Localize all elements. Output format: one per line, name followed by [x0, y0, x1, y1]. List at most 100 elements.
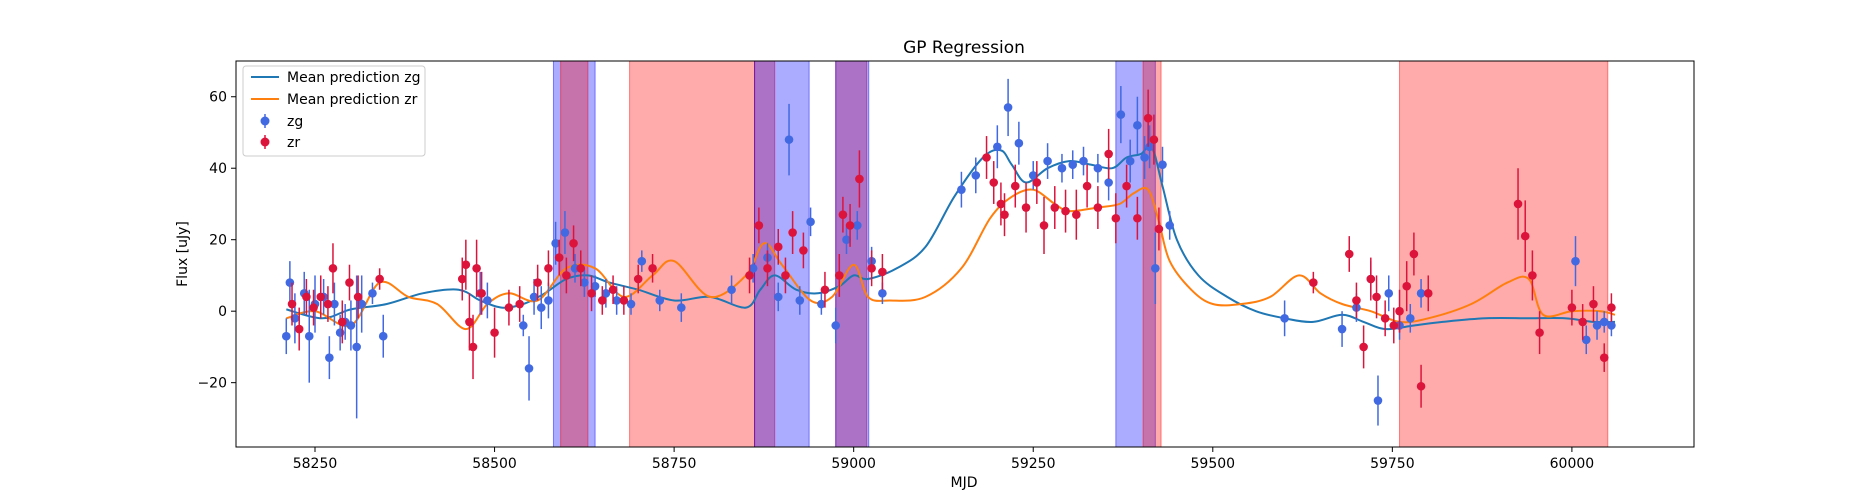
data-point-zg	[378, 331, 388, 341]
data-point-zr	[1309, 278, 1318, 287]
data-point-zg	[795, 296, 805, 305]
x-tick-label: 58250	[293, 456, 338, 472]
legend-item-zg-points: zg	[260, 114, 303, 130]
data-point-zg	[601, 289, 611, 298]
data-point-zg	[971, 171, 981, 180]
data-point-zr	[754, 221, 764, 230]
data-point-zg	[304, 331, 314, 341]
data-point-zg	[1280, 314, 1289, 323]
data-point-zg	[806, 217, 815, 227]
legend-item-zr-line: Mean prediction zr	[251, 92, 418, 108]
data-point-zg	[346, 321, 356, 330]
shaded-region-zr	[1399, 61, 1609, 447]
data-point-zr	[1599, 353, 1609, 362]
data-point-zr	[619, 296, 629, 305]
shaded-region-zr	[629, 61, 756, 447]
data-point-zr	[504, 303, 514, 312]
data-point-zg	[1028, 171, 1038, 180]
data-point-zr	[1072, 210, 1081, 219]
data-point-zr	[345, 278, 354, 287]
data-point-zg	[544, 296, 553, 305]
data-point-zr	[569, 238, 578, 248]
data-point-zg	[817, 299, 826, 309]
data-point-zr	[1528, 271, 1537, 280]
data-point-zr	[1050, 203, 1060, 212]
data-point-zr	[1149, 135, 1159, 144]
data-point-zg	[285, 278, 295, 287]
data-point-zr	[1154, 224, 1164, 234]
data-point-zr	[1416, 381, 1426, 391]
y-tick-label: 20	[209, 233, 227, 249]
data-point-zg	[831, 321, 841, 330]
data-point-zg	[1093, 163, 1103, 173]
data-point-zg	[612, 296, 621, 305]
x-axis-label: MJD	[951, 475, 978, 491]
data-point-zg	[335, 328, 345, 337]
data-point-zg	[1140, 153, 1149, 162]
data-point-zr	[781, 271, 790, 280]
data-point-zg	[1014, 138, 1024, 148]
data-point-zr	[1535, 328, 1544, 337]
data-point-zg	[1068, 160, 1078, 169]
data-point-zg	[784, 135, 794, 144]
data-point-zr	[1423, 289, 1433, 298]
data-point-zr	[1380, 314, 1390, 323]
y-tick-label: 40	[209, 161, 227, 177]
shaded-region-zg	[835, 61, 870, 447]
legend-box	[242, 65, 426, 157]
data-point-zg	[1607, 321, 1616, 330]
data-point-zr	[989, 178, 999, 187]
observations	[281, 78, 1616, 426]
data-point-zr	[1402, 281, 1412, 291]
data-point-zr	[309, 303, 318, 312]
data-point-zr	[1389, 321, 1399, 330]
data-point-zg	[1599, 317, 1609, 327]
data-point-zg	[524, 364, 534, 373]
data-point-zr	[587, 289, 596, 298]
data-point-zr	[1133, 213, 1142, 223]
data-point-zg	[518, 321, 528, 330]
data-point-zg	[352, 342, 361, 352]
data-point-zr	[461, 260, 471, 270]
data-point-zr	[465, 317, 474, 327]
legend-label: zr	[287, 135, 300, 151]
data-point-zr	[788, 228, 797, 237]
data-point-zg	[878, 289, 887, 298]
data-point-zg	[842, 235, 851, 245]
data-point-zr	[287, 299, 297, 309]
data-point-zr	[1122, 181, 1131, 191]
data-point-zr	[294, 324, 304, 334]
x-tick-label: 59750	[1370, 456, 1415, 472]
data-point-zr	[468, 342, 478, 352]
data-point-zg	[1116, 110, 1126, 119]
data-point-zg	[957, 185, 966, 194]
data-point-zr	[633, 274, 643, 284]
data-point-zr	[855, 174, 864, 184]
data-point-zr	[835, 271, 844, 280]
data-point-zr	[1359, 342, 1368, 352]
data-point-zg	[1592, 321, 1602, 330]
x-tick-label: 60000	[1550, 456, 1595, 472]
data-point-zg	[748, 263, 758, 273]
data-point-zg	[993, 142, 1002, 152]
data-point-zr	[554, 253, 564, 262]
data-point-zr	[353, 292, 363, 302]
x-axis: 58250 58500 58750 59000 59250 59500 59750 60000	[293, 447, 1594, 472]
data-point-zr	[982, 153, 991, 162]
data-point-zg	[1416, 289, 1426, 298]
data-point-zr	[457, 274, 467, 284]
data-point-zg	[1145, 142, 1154, 152]
y-tick-label: 60	[209, 90, 227, 106]
data-point-zr	[544, 263, 553, 273]
x-tick-label: 58500	[472, 456, 517, 472]
data-point-zr	[1344, 249, 1354, 259]
data-point-zr	[763, 263, 772, 273]
data-point-zr	[533, 278, 542, 287]
data-point-zr	[316, 292, 326, 302]
data-point-zr	[845, 221, 855, 230]
data-point-zg	[590, 281, 600, 291]
legend-label: Mean prediction zr	[287, 92, 418, 108]
data-point-zr	[1010, 181, 1020, 191]
data-point-zg	[368, 289, 377, 298]
